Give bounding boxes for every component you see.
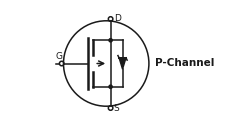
Text: S: S bbox=[113, 104, 119, 113]
Text: G: G bbox=[55, 52, 62, 61]
Text: D: D bbox=[113, 14, 120, 23]
Circle shape bbox=[109, 39, 112, 42]
Polygon shape bbox=[119, 58, 125, 69]
Circle shape bbox=[109, 85, 112, 88]
Text: P-Channel: P-Channel bbox=[155, 59, 214, 68]
